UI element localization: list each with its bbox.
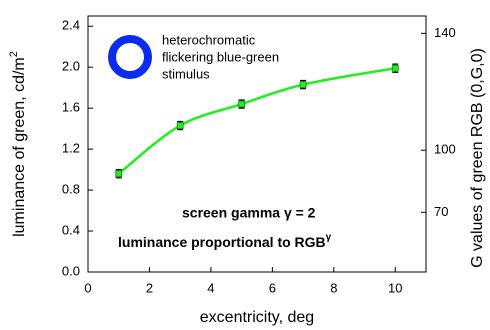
y-tick-label: 2.0 [62,59,80,74]
plot-frame [87,15,427,273]
annotation: stimulus [162,66,210,81]
annotation-text: luminance proportional to RGB [118,234,326,250]
y-tick-label: 0.4 [62,222,80,237]
data-point [176,122,184,129]
x-tick-label: 0 [84,280,91,295]
fit-line [117,66,396,175]
x-tick-label: 2 [146,280,153,295]
annotation: screen gamma γ = 2 [182,205,316,221]
annotation: luminance proportional to RGBγ [118,232,332,250]
x-axis-label: excentricity, deg [200,309,314,326]
y-axis-label-sup: 2 [8,51,20,57]
y-tick-label: 2.4 [62,18,80,33]
x-tick-label: 8 [330,280,337,295]
data-point [238,100,246,108]
annotation: flickering blue-green [162,49,279,64]
data-point [391,64,399,72]
stimulus-ring-icon [108,35,152,79]
annotation-sup: γ [326,232,332,243]
annotation: heterochromatic [162,32,256,47]
y-tick-label: 0.8 [62,182,80,197]
y2-tick-label: 100 [434,142,456,157]
y-tick-label: 0.0 [62,263,80,278]
y-tick-label: 1.6 [62,100,80,115]
y-axis-label-text: luminance of green, cd/m [11,57,28,237]
y2-tick-label: 140 [434,25,456,40]
y-axis-label: luminance of green, cd/m2 [8,51,28,237]
data-point [115,170,123,178]
y2-axis-label: G values of green RGB (0,G,0) [469,48,486,268]
x-tick-label: 4 [207,280,214,295]
y2-tick-label: 70 [434,204,448,219]
x-tick-label: 6 [269,280,276,295]
data-point [299,81,307,89]
x-tick-label: 10 [388,280,402,295]
y-tick-label: 1.2 [62,141,80,156]
